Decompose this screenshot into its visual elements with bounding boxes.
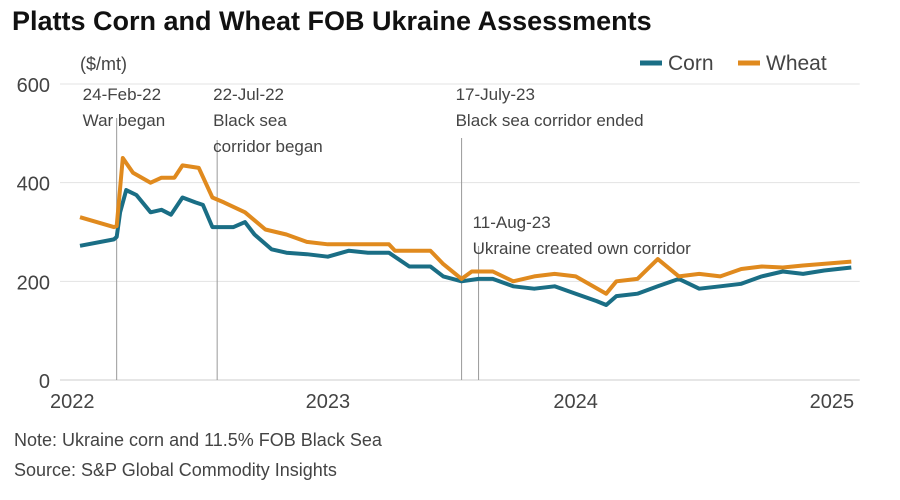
y-tick-label: 200 [17, 272, 50, 294]
annotation-label: Black sea [213, 111, 287, 130]
annotation-label: 22-Jul-22 [213, 85, 284, 104]
series-line-corn [79, 188, 852, 307]
x-tick-label: 2023 [306, 391, 351, 413]
series-line-wheat [79, 156, 852, 296]
chart-source: Source: S&P Global Commodity Insights [14, 460, 337, 480]
annotation-label: 17-July-23 [456, 85, 535, 104]
x-tick-label: 2022 [50, 391, 95, 413]
annotation-label: 11-Aug-23 [473, 213, 551, 232]
legend-label: Wheat [766, 52, 827, 75]
legend-label: Corn [668, 52, 714, 75]
x-tick-label: 2024 [553, 391, 598, 413]
chart-title: Platts Corn and Wheat FOB Ukraine Assess… [12, 6, 652, 36]
line-chart: 0 200 400 600 ($/mt) 2022 2023 2024 2025 24-Feb-2… [17, 52, 860, 413]
y-axis-label: ($/mt) [80, 54, 127, 74]
annotation-label: Black sea corridor ended [456, 111, 644, 130]
annotation-label: War began [83, 111, 166, 130]
annotation-label: corridor began [213, 137, 323, 156]
y-tick-label: 400 [17, 174, 50, 196]
x-tick-label: 2025 [810, 391, 855, 413]
chart-note: Note: Ukraine corn and 11.5% FOB Black S… [14, 430, 382, 450]
y-tick-label: 0 [39, 371, 50, 393]
annotation-label: Ukraine created own corridor [473, 239, 692, 258]
annotation-label: 24-Feb-22 [83, 85, 161, 104]
y-tick-label: 600 [17, 75, 50, 97]
